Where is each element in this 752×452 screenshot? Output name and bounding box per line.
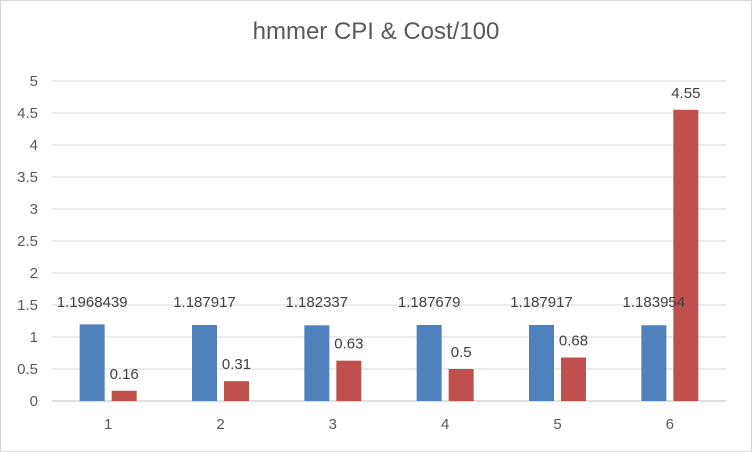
bar-series-2 xyxy=(561,357,586,401)
bar-series-2 xyxy=(448,369,474,401)
data-label-series-1: 1.183954 xyxy=(623,294,686,311)
data-label-series-2: 0.68 xyxy=(559,332,588,349)
bar-series-1 xyxy=(304,325,330,401)
chart-title: hmmer CPI & Cost/100 xyxy=(252,18,500,45)
x-tick-label: 2 xyxy=(216,416,224,433)
y-tick-label: 5 xyxy=(30,73,38,90)
y-tick-label: 0 xyxy=(30,393,38,410)
bars xyxy=(79,109,699,402)
y-tick-label: 2.5 xyxy=(17,233,38,250)
bar-series-1 xyxy=(416,324,442,401)
data-label-series-1: 1.182337 xyxy=(286,294,349,311)
data-labels: 1.1968439 0.16 1.187917 0.31 1.182337 0.63 1.1… xyxy=(57,85,701,383)
bar-series-2 xyxy=(111,390,137,401)
data-label-series-2: 0.16 xyxy=(110,366,139,383)
data-label-series-1: 1.1968439 xyxy=(57,294,128,311)
data-label-series-2: 0.31 xyxy=(222,356,251,373)
bar-series-1 xyxy=(641,325,667,401)
x-tick-label: 1 xyxy=(104,416,112,433)
data-label-series-2: 4.55 xyxy=(671,85,700,102)
y-tick-label: 0.5 xyxy=(17,361,38,378)
data-label-series-1: 1.187679 xyxy=(398,294,461,311)
x-tick-label: 6 xyxy=(666,416,674,433)
y-tick-label: 4 xyxy=(30,137,38,154)
y-tick-label: 4.5 xyxy=(17,105,38,122)
data-label-series-2: 0.5 xyxy=(451,344,472,361)
data-label-series-1: 1.187917 xyxy=(510,294,573,311)
x-tick-label: 3 xyxy=(329,416,337,433)
data-label-series-2: 0.63 xyxy=(334,336,363,353)
bar-series-2 xyxy=(673,109,699,402)
bar-series-2 xyxy=(224,381,249,401)
bar-series-1 xyxy=(192,324,217,401)
bar-series-1 xyxy=(529,324,554,401)
data-label-series-1: 1.187917 xyxy=(173,294,236,311)
y-tick-label: 2 xyxy=(30,265,38,282)
y-tick-label: 3.5 xyxy=(17,169,38,186)
x-tick-label: 5 xyxy=(553,416,561,433)
bar-series-1 xyxy=(79,324,105,401)
bar-series-2 xyxy=(336,360,362,401)
y-tick-label: 1 xyxy=(30,329,38,346)
y-tick-label: 1.5 xyxy=(17,297,38,314)
axes: 00.511.522.533.544.551 2 3 4 5 6 xyxy=(17,73,726,433)
gridlines xyxy=(52,80,726,370)
y-tick-label: 3 xyxy=(30,201,38,218)
x-tick-label: 4 xyxy=(441,416,449,433)
